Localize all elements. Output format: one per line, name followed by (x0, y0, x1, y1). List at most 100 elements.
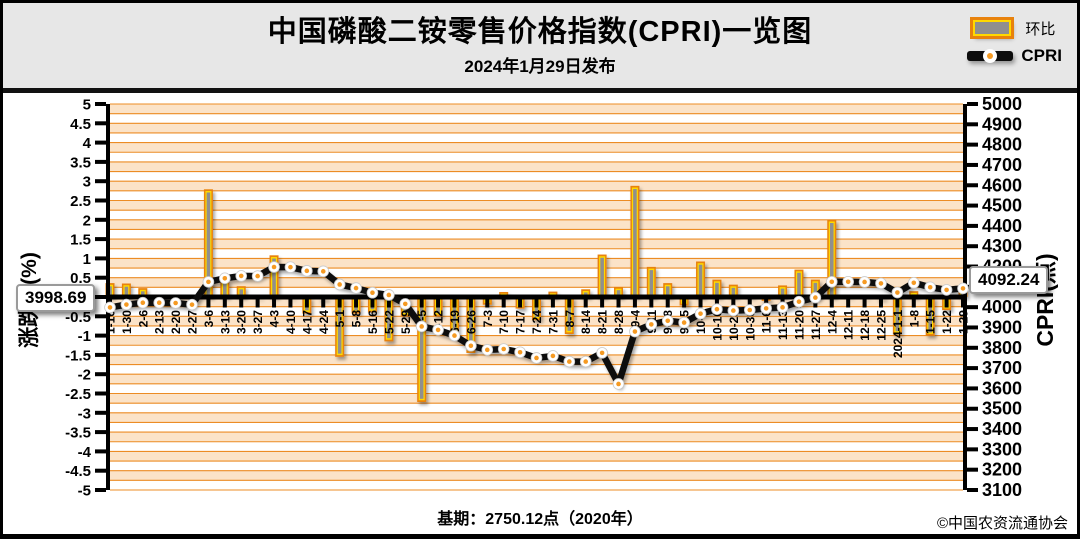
svg-text:3800: 3800 (982, 338, 1022, 358)
svg-text:3.5: 3.5 (70, 154, 91, 171)
svg-text:4-10: 4-10 (284, 310, 298, 334)
svg-text:2024-1-1: 2024-1-1 (891, 310, 905, 358)
svg-text:1-15: 1-15 (924, 310, 938, 334)
svg-text:4600: 4600 (982, 175, 1022, 195)
svg-text:4700: 4700 (982, 155, 1022, 175)
svg-text:3900: 3900 (982, 317, 1022, 337)
svg-text:2-20: 2-20 (169, 310, 183, 334)
svg-text:12-25: 12-25 (874, 310, 888, 341)
svg-text:-1: -1 (78, 328, 91, 345)
svg-text:8-7: 8-7 (563, 310, 577, 328)
svg-text:4-3: 4-3 (268, 310, 282, 328)
svg-text:4000: 4000 (982, 297, 1022, 317)
svg-text:4-24: 4-24 (317, 310, 331, 334)
svg-text:11-27: 11-27 (809, 310, 823, 340)
legend-label-cpri: CPRI (1021, 46, 1062, 65)
svg-text:-2: -2 (78, 367, 91, 384)
svg-text:1-8: 1-8 (907, 310, 921, 328)
svg-text:12-18: 12-18 (858, 310, 872, 341)
svg-text:4400: 4400 (982, 216, 1022, 236)
svg-text:5: 5 (83, 97, 91, 114)
svg-text:7-3: 7-3 (481, 310, 495, 328)
svg-text:4500: 4500 (982, 196, 1022, 216)
svg-text:10-16: 10-16 (710, 310, 724, 341)
svg-text:-2.5: -2.5 (65, 386, 91, 403)
x-axis-labels: 1-16 1-30 2-6 2-13 2-20 2-27 3-6 3-13 3-20 3-27 4-… (104, 310, 971, 358)
svg-text:7-17: 7-17 (514, 310, 528, 334)
svg-text:1-22: 1-22 (940, 310, 954, 334)
chart-title: 中国磷酸二铵零售价格指数(CPRI)一览图 (267, 16, 813, 48)
svg-text:9-4: 9-4 (628, 310, 642, 328)
copyright-note: ©中国农资流通协会 (936, 515, 1068, 532)
svg-text:12-4: 12-4 (825, 310, 839, 334)
svg-text:5-29: 5-29 (399, 310, 413, 334)
svg-text:10-23: 10-23 (727, 310, 741, 341)
svg-text:-3.5: -3.5 (65, 425, 91, 442)
legend-label-huanbi: 环比 (1025, 20, 1056, 38)
svg-text:-4: -4 (78, 444, 92, 461)
bar-swatch-icon (973, 20, 1012, 36)
svg-text:2-6: 2-6 (136, 310, 150, 328)
svg-text:1-16: 1-16 (104, 310, 118, 334)
chart-header: 中国磷酸二铵零售价格指数(CPRI)一览图 2024年1月29日发布 (0, 0, 1080, 93)
svg-text:5-8: 5-8 (350, 310, 364, 328)
svg-text:-5: -5 (78, 483, 91, 500)
svg-text:2.5: 2.5 (70, 193, 91, 210)
svg-text:3500: 3500 (982, 399, 1022, 419)
svg-text:3-6: 3-6 (202, 310, 216, 328)
legend-item-huanbi: 环比 (967, 14, 1062, 42)
last-value-callout: 4092.24 (969, 266, 1049, 294)
legend-item-cpri: CPRI (967, 42, 1062, 70)
svg-text:3700: 3700 (982, 358, 1022, 378)
huanbi-bars (105, 185, 968, 402)
svg-text:0.5: 0.5 (70, 270, 91, 287)
svg-text:3: 3 (83, 174, 91, 191)
svg-text:-0.5: -0.5 (65, 309, 91, 326)
svg-text:7-24: 7-24 (530, 310, 544, 334)
marker-inner-icon (987, 53, 994, 59)
svg-text:6-26: 6-26 (464, 310, 478, 334)
svg-text:4800: 4800 (982, 135, 1022, 155)
svg-text:3100: 3100 (982, 480, 1022, 500)
svg-text:-1.5: -1.5 (65, 347, 91, 364)
svg-text:1.5: 1.5 (70, 232, 91, 249)
svg-text:7-10: 7-10 (497, 310, 511, 334)
svg-text:1: 1 (83, 251, 91, 268)
svg-text:11-13: 11-13 (776, 310, 790, 340)
base-period-note: 基期：2750.12点（2020年） (437, 511, 643, 528)
svg-text:8-14: 8-14 (579, 310, 593, 334)
svg-text:4.5: 4.5 (70, 116, 91, 133)
svg-text:5000: 5000 (982, 94, 1022, 114)
svg-text:5-1: 5-1 (333, 310, 347, 328)
svg-text:8-28: 8-28 (612, 310, 626, 334)
cpri-markers (104, 261, 969, 390)
svg-text:3400: 3400 (982, 419, 1022, 439)
svg-text:3-13: 3-13 (218, 310, 232, 334)
svg-text:11-20: 11-20 (792, 310, 806, 340)
svg-text:-4.5: -4.5 (65, 463, 91, 480)
zero-axis (106, 294, 967, 300)
svg-text:11-6: 11-6 (760, 310, 774, 334)
chart-legend: 环比 CPRI (967, 14, 1062, 70)
svg-text:3600: 3600 (982, 378, 1022, 398)
svg-text:10-30: 10-30 (743, 310, 757, 341)
svg-text:3-27: 3-27 (251, 310, 265, 334)
svg-text:6-19: 6-19 (448, 310, 462, 334)
svg-text:4: 4 (83, 135, 92, 152)
svg-text:5-16: 5-16 (366, 310, 380, 334)
svg-text:2-13: 2-13 (153, 310, 167, 334)
svg-text:7-31: 7-31 (546, 310, 560, 334)
svg-text:8-21: 8-21 (596, 310, 610, 334)
svg-text:2-27: 2-27 (186, 310, 200, 334)
svg-text:4300: 4300 (982, 236, 1022, 256)
svg-text:-3: -3 (78, 405, 91, 422)
svg-text:12-11: 12-11 (842, 310, 856, 340)
first-value-callout: 3998.69 (16, 284, 96, 312)
svg-text:5-22: 5-22 (382, 310, 396, 334)
chart-subtitle: 2024年1月29日发布 (464, 57, 616, 76)
svg-text:3200: 3200 (982, 460, 1022, 480)
svg-text:4900: 4900 (982, 114, 1022, 134)
svg-text:2: 2 (83, 212, 91, 229)
